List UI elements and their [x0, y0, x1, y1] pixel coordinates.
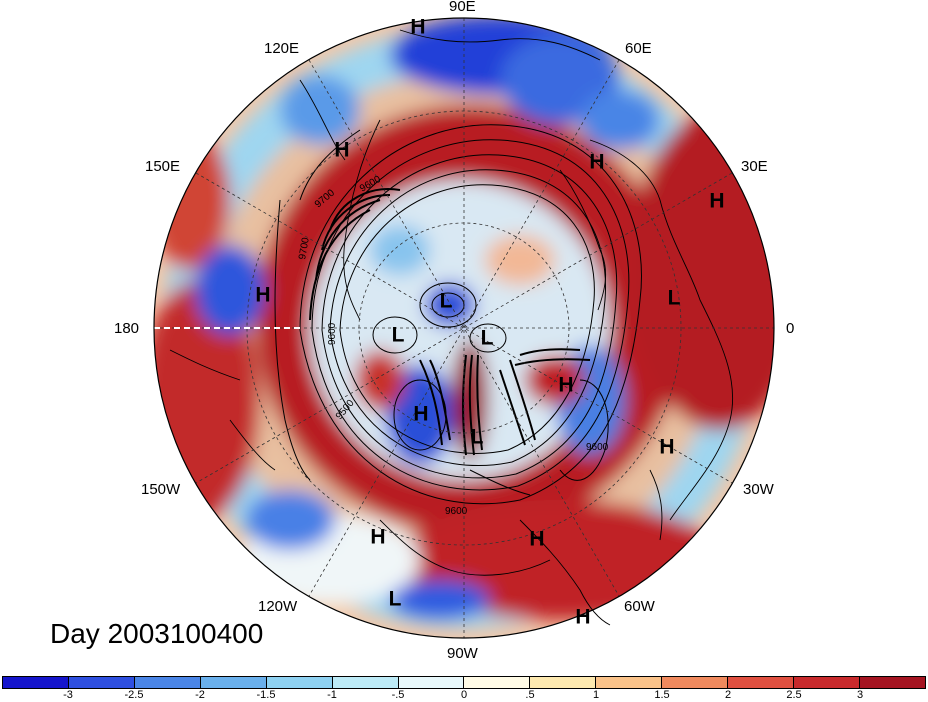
colorbar-tick-label: 3	[856, 689, 864, 701]
day-title: Day 2003100400	[50, 618, 264, 649]
pressure-center: L	[667, 286, 681, 310]
pressure-center: L	[388, 587, 402, 611]
pressure-center: H	[413, 402, 429, 426]
map-border	[153, 17, 775, 639]
colorbar-swatch	[398, 677, 465, 688]
colorbar-swatch	[464, 677, 531, 688]
lon-label: 90E	[449, 0, 476, 15]
contour-label: 9700	[297, 236, 312, 260]
colorbar-swatch	[530, 677, 597, 688]
colorbar-swatch	[859, 677, 925, 688]
colorbar-swatch	[794, 677, 860, 688]
colorbar-swatch	[200, 677, 267, 688]
lon-label: 30W	[743, 481, 774, 498]
colorbar-tick-label: -1.5	[256, 689, 276, 701]
pressure-center: H	[334, 138, 350, 162]
colorbar-tick-label: -2	[195, 689, 205, 701]
contour-label: 9600	[586, 442, 609, 453]
lon-label: 90W	[447, 645, 478, 662]
pressure-center: H	[529, 527, 545, 551]
pressure-center: L	[439, 289, 453, 313]
lon-label: 60W	[624, 598, 655, 615]
lon-label: 150W	[141, 481, 181, 498]
colorbar-tick-label: -.5	[391, 689, 405, 701]
colorbar	[2, 676, 926, 689]
pressure-center: H	[255, 283, 271, 307]
pressure-center: H	[558, 373, 574, 397]
lon-label: 30E	[741, 158, 768, 175]
colorbar-tick-label: -3	[63, 689, 73, 701]
colorbar-swatch	[3, 677, 69, 688]
colorbar-tick-label: -1	[327, 689, 337, 701]
pressure-center: L	[391, 323, 405, 347]
coastlines	[169, 29, 734, 626]
colorbar-tick-label: 0	[460, 689, 468, 701]
colorbar-tick-label: 2.5	[786, 689, 802, 701]
colorbar-tick-label: .5	[525, 689, 535, 701]
lon-label: 180	[114, 320, 140, 337]
colorbar-swatch	[266, 677, 333, 688]
anomaly-field	[154, 18, 774, 638]
colorbar-swatch	[728, 677, 795, 688]
lon-label: 120W	[258, 598, 298, 615]
colorbar-swatch	[68, 677, 135, 688]
pressure-center: H	[410, 15, 426, 39]
pressure-center: H	[370, 525, 386, 549]
pressure-center: H	[659, 435, 675, 459]
pressure-center: H	[575, 605, 591, 629]
lon-label: 60E	[625, 40, 652, 57]
colorbar-swatch	[332, 677, 399, 688]
colorbar-swatch	[134, 677, 201, 688]
pressure-center: H	[709, 189, 725, 213]
colorbar-tick-label: 2	[724, 689, 732, 701]
colorbar-swatch	[662, 677, 729, 688]
colorbar-swatch	[596, 677, 663, 688]
height-contours	[274, 124, 642, 505]
colorbar-tick-label: -2.5	[124, 689, 144, 701]
pressure-center: H	[589, 150, 605, 174]
lon-label: 150E	[145, 158, 181, 175]
lon-label: 0	[786, 320, 795, 337]
pressure-center: L	[470, 425, 484, 449]
colorbar-tick-label: 1.5	[654, 689, 670, 701]
pressure-center: L	[480, 326, 494, 350]
contour-label: 9600	[327, 322, 338, 345]
colorbar-tick-label: 1	[592, 689, 600, 701]
lon-label: 120E	[264, 40, 300, 57]
contour-label: 9600	[445, 506, 468, 517]
